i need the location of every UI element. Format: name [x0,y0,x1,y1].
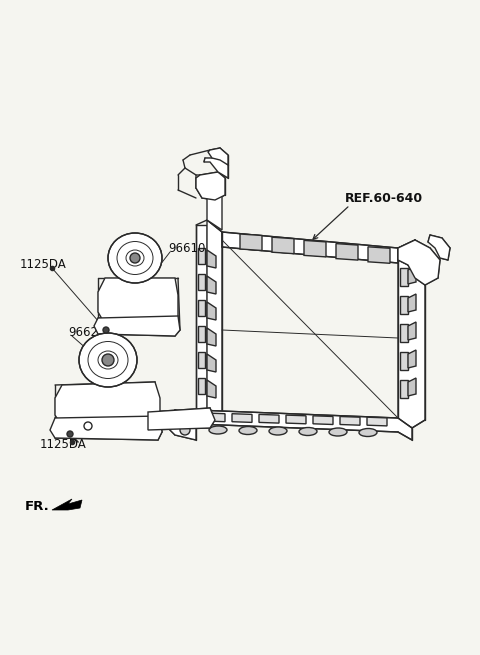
Ellipse shape [108,233,162,283]
Circle shape [130,253,140,263]
Polygon shape [50,416,162,440]
Text: FR.: FR. [25,500,50,512]
Polygon shape [222,238,398,400]
Polygon shape [304,240,326,257]
Polygon shape [207,250,216,268]
Polygon shape [408,378,416,396]
Text: REF.60-640: REF.60-640 [345,191,423,204]
Polygon shape [207,380,216,398]
Polygon shape [52,499,82,510]
Polygon shape [368,247,390,263]
Polygon shape [198,326,205,342]
Polygon shape [207,354,216,372]
Circle shape [103,327,109,333]
Polygon shape [207,220,222,415]
Polygon shape [94,316,180,336]
Polygon shape [198,274,205,290]
Polygon shape [198,378,205,394]
Polygon shape [400,380,408,398]
Ellipse shape [79,333,137,387]
Circle shape [102,354,114,366]
Polygon shape [367,417,387,426]
Polygon shape [204,158,228,178]
Polygon shape [313,416,333,424]
Polygon shape [428,235,450,260]
Polygon shape [168,410,196,440]
Polygon shape [207,302,216,320]
Polygon shape [400,324,408,342]
Polygon shape [408,266,416,284]
Ellipse shape [329,428,347,436]
Polygon shape [196,175,222,230]
Ellipse shape [239,426,257,434]
Ellipse shape [209,426,227,434]
Ellipse shape [359,428,377,436]
Polygon shape [198,300,205,316]
Polygon shape [340,417,360,425]
Ellipse shape [269,427,287,435]
Polygon shape [222,232,398,263]
Polygon shape [196,225,207,415]
Polygon shape [198,248,205,264]
Text: 96610: 96610 [168,242,205,255]
Polygon shape [398,240,440,285]
Polygon shape [208,148,228,165]
Polygon shape [408,350,416,368]
Polygon shape [98,278,178,326]
Polygon shape [240,234,262,250]
Text: 1125DA: 1125DA [40,438,87,451]
Polygon shape [286,415,306,424]
Polygon shape [408,322,416,340]
Ellipse shape [299,428,317,436]
Polygon shape [232,414,252,422]
Polygon shape [207,328,216,346]
Polygon shape [272,237,294,253]
Polygon shape [400,352,408,370]
Polygon shape [398,240,425,428]
Polygon shape [259,415,279,423]
Circle shape [180,425,190,435]
Polygon shape [205,413,225,422]
Polygon shape [408,294,416,312]
Polygon shape [198,352,205,368]
Polygon shape [196,410,412,440]
Polygon shape [400,268,408,286]
Polygon shape [207,276,216,294]
Text: 96620: 96620 [68,326,106,339]
Circle shape [67,431,73,437]
Polygon shape [196,172,225,200]
Polygon shape [148,408,215,430]
Polygon shape [336,244,358,260]
Text: 1125DA: 1125DA [20,259,67,272]
Polygon shape [400,296,408,314]
Polygon shape [55,382,160,428]
